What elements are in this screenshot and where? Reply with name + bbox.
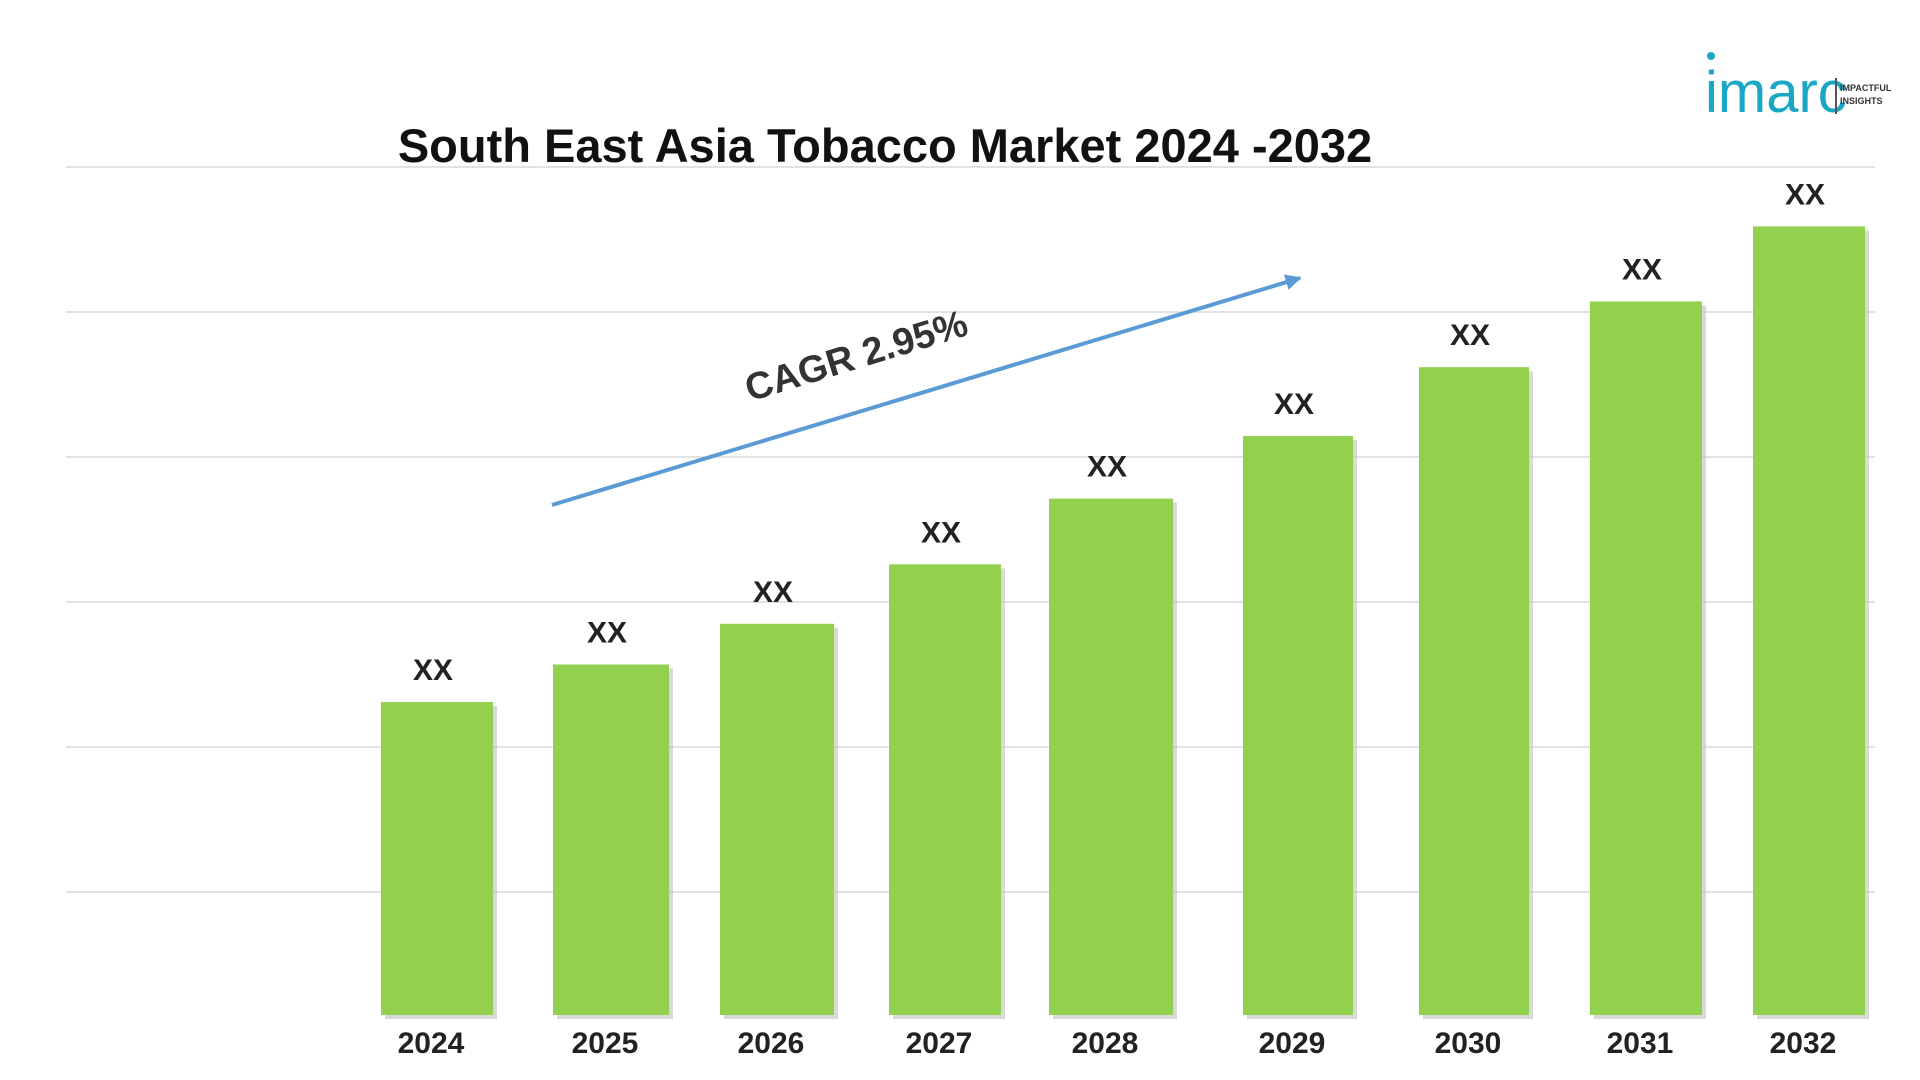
bar-2028 [1049, 498, 1173, 1016]
brand-logo: imarc IMPACTFUL INSIGHTS [1705, 52, 1892, 125]
x-axis-ticks: 2024 2025 2026 2027 2028 2029 2030 2031 2032 [398, 1027, 1837, 1060]
x-tick-2026: 2026 [738, 1027, 805, 1060]
brand-tagline-2: INSIGHTS [1840, 96, 1883, 106]
bar-2029 [1243, 436, 1353, 1015]
bar-2032 [1753, 226, 1865, 1016]
x-tick-2027: 2027 [906, 1027, 973, 1060]
x-tick-2029: 2029 [1259, 1027, 1326, 1060]
value-label-2027: XX [921, 516, 961, 549]
value-label-2029: XX [1274, 388, 1314, 421]
x-tick-2025: 2025 [572, 1027, 639, 1060]
bar-2026 [720, 623, 834, 1015]
x-tick-2028: 2028 [1072, 1027, 1139, 1060]
bar-2030 [1419, 367, 1529, 1016]
x-tick-2030: 2030 [1435, 1027, 1502, 1060]
value-labels: XX XX XX XX XX XX XX XX XX [413, 178, 1825, 687]
x-tick-2024: 2024 [398, 1027, 465, 1060]
bar-2031 [1590, 301, 1702, 1015]
value-label-2026: XX [753, 576, 793, 609]
bar-2025 [553, 664, 669, 1015]
x-tick-2032: 2032 [1770, 1027, 1837, 1060]
bar-2027 [889, 564, 1001, 1015]
cagr-label: CAGR 2.95% [740, 303, 972, 410]
x-tick-2031: 2031 [1607, 1027, 1674, 1060]
bars [381, 226, 1869, 1020]
value-label-2025: XX [587, 616, 627, 649]
value-label-2031: XX [1622, 253, 1662, 286]
cagr-arrow [551, 274, 1302, 507]
brand-logo-text: imarc [1705, 60, 1847, 125]
bar-2024 [381, 702, 493, 1015]
value-label-2028: XX [1087, 451, 1127, 484]
value-label-2024: XX [413, 654, 453, 687]
value-label-2030: XX [1450, 319, 1490, 352]
value-label-2032: XX [1785, 178, 1825, 211]
brand-logo-dot [1707, 52, 1715, 60]
brand-tagline-1: IMPACTFUL [1840, 83, 1892, 93]
chart-title: South East Asia Tobacco Market 2024 -203… [398, 119, 1372, 172]
